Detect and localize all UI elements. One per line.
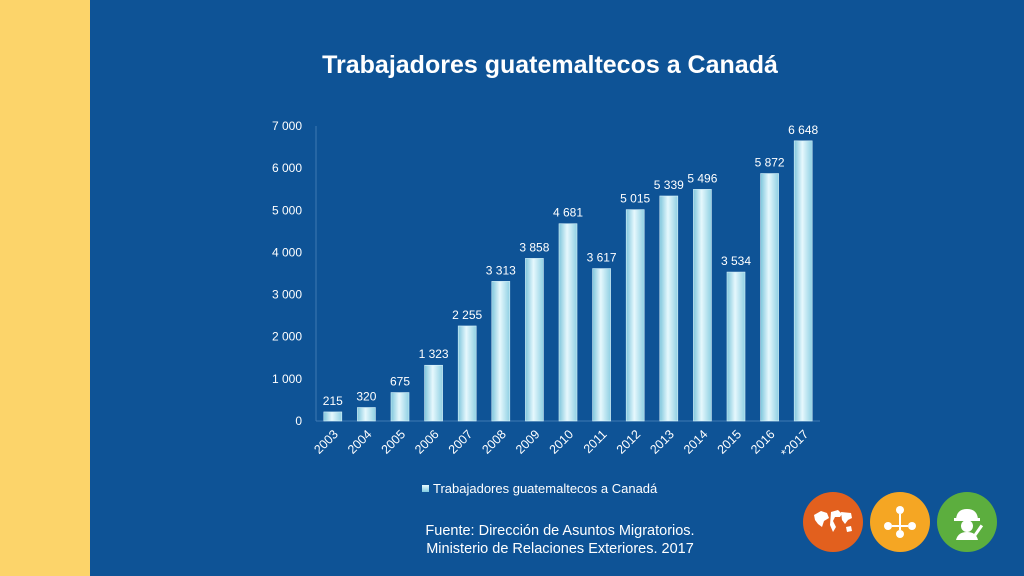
bar — [726, 271, 746, 422]
network-people-icon — [870, 492, 930, 552]
data-label: 320 — [356, 390, 376, 404]
x-tick-label: 2014 — [681, 427, 711, 457]
chart-title: Trabajadores guatemaltecos a Canadá — [322, 51, 778, 79]
data-label: 4 681 — [553, 206, 583, 220]
data-label: 3 534 — [721, 254, 751, 268]
bar — [625, 209, 645, 422]
bar — [491, 281, 511, 422]
bar — [457, 325, 477, 422]
x-tick-label: 2003 — [311, 427, 341, 457]
x-tick-label: 2006 — [412, 427, 442, 457]
chart-legend: Trabajadores guatemaltecos a Canadá — [422, 481, 657, 496]
data-label: 3 858 — [519, 240, 549, 254]
x-tick-label: 2010 — [547, 427, 577, 457]
bar — [424, 364, 443, 422]
bar — [592, 268, 611, 422]
bar — [558, 223, 578, 422]
x-tick-label: 2013 — [647, 427, 677, 457]
x-tick-label: 2016 — [748, 427, 778, 457]
y-tick-label: 2 000 — [272, 330, 302, 344]
data-label: 675 — [390, 375, 410, 389]
data-label: 5 496 — [687, 171, 717, 185]
bar — [525, 258, 544, 422]
side-accent-strip — [0, 0, 90, 576]
x-tick-label: 2015 — [715, 427, 745, 457]
x-tick-label: 2009 — [513, 427, 543, 457]
source-line-1: Fuente: Dirección de Asuntos Migratorios… — [425, 523, 695, 539]
x-tick-label: 2008 — [479, 427, 509, 457]
data-label: 5 339 — [654, 178, 684, 192]
world-map-icon — [803, 492, 863, 552]
y-tick-label: 5 000 — [272, 203, 302, 217]
y-tick-label: 7 000 — [272, 119, 302, 133]
data-label: 3 617 — [587, 251, 617, 265]
legend-label: Trabajadores guatemaltecos a Canadá — [433, 481, 658, 496]
data-label: 5 015 — [620, 192, 650, 206]
data-label: 1 323 — [419, 347, 449, 361]
x-tick-label: 2007 — [446, 427, 476, 457]
bar — [693, 189, 712, 422]
x-tick-label: 2011 — [581, 427, 610, 456]
x-tick-label: 2012 — [614, 427, 644, 457]
bar — [357, 407, 376, 422]
data-label: 6 648 — [788, 123, 818, 137]
bar — [793, 140, 813, 422]
x-tick-label: 2005 — [379, 427, 409, 457]
data-label: 2 255 — [452, 308, 482, 322]
bar — [390, 392, 410, 422]
y-tick-label: 4 000 — [272, 245, 302, 259]
legend-swatch — [422, 485, 429, 492]
x-tick-label: 2004 — [345, 427, 375, 457]
y-tick-label: 3 000 — [272, 288, 302, 302]
bar — [323, 411, 343, 422]
data-label: 3 313 — [486, 263, 516, 277]
source-note: Fuente: Dirección de Asuntos Migratorios… — [380, 522, 740, 558]
source-line-2: Ministerio de Relaciones Exteriores. 201… — [426, 541, 694, 557]
bar — [760, 173, 779, 422]
y-tick-label: 1 000 — [272, 372, 302, 386]
y-tick-label: 6 000 — [272, 161, 302, 175]
data-label: 215 — [323, 394, 343, 408]
bar — [659, 195, 679, 422]
y-tick-label: 0 — [295, 414, 302, 428]
worker-helmet-icon — [937, 492, 997, 552]
data-label: 5 872 — [755, 156, 785, 170]
x-tick-label: *2017 — [778, 427, 811, 460]
